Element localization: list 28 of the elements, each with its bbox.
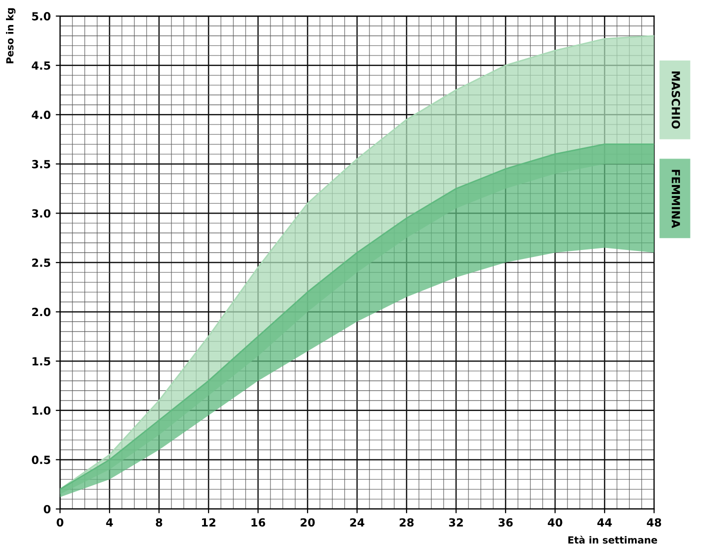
text: MASCHIO: [672, 72, 680, 129]
y-tick-label: 3.5: [32, 160, 50, 168]
y-tick-label: 4.5: [32, 61, 50, 70]
x-tick-label: 36: [498, 518, 513, 527]
y-tick-label: 1.5: [32, 357, 50, 366]
y-tick-label: 5.0: [32, 12, 50, 20]
y-tick-label: 0: [44, 504, 50, 514]
y-tick-label: 4.0: [32, 110, 50, 120]
x-tick-label: 8: [156, 518, 162, 527]
y-tick-label: 2.0: [32, 308, 50, 316]
text: FEMMINA: [672, 170, 680, 228]
x-tick-label: 32: [449, 518, 463, 527]
x-tick-label: 28: [400, 518, 414, 527]
y-tick-label: 2.5: [32, 258, 50, 267]
y-tick-label: 0.5: [32, 456, 50, 464]
x-tick-label: 0: [56, 518, 64, 527]
y-tick-label: 3.0: [32, 209, 50, 218]
y-tick-label: 1.0: [32, 406, 50, 415]
x-tick-label: 16: [252, 518, 266, 527]
x-tick-label: 40: [548, 518, 562, 527]
x-axis-title: Età in settimane: [568, 536, 658, 544]
x-tick-label: 12: [202, 518, 216, 526]
x-tick-label: 44: [597, 518, 612, 526]
x-tick-label: 48: [646, 518, 662, 527]
x-tick-label: 4: [106, 518, 113, 526]
x-tick-label: 20: [300, 518, 315, 527]
y-axis-title: Peso in kg: [6, 8, 16, 64]
x-tick-label: 24: [350, 518, 364, 526]
